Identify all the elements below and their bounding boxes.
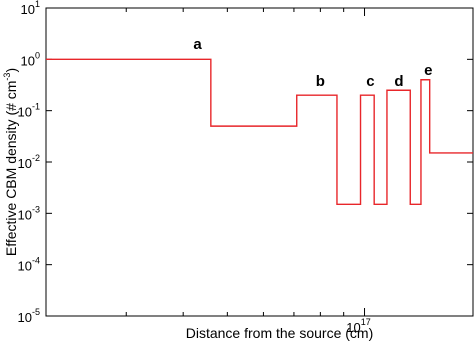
x-tick-label: 1017: [346, 317, 370, 335]
annotation: a: [193, 36, 202, 53]
annotation: d: [394, 73, 403, 90]
y-axis-label-sup: -3: [2, 73, 12, 81]
y-tick-exponent: 0: [35, 50, 40, 60]
y-tick-base: 10: [21, 53, 35, 68]
y-tick-label: 10-4: [18, 256, 40, 274]
plot-frame: [45, 7, 474, 317]
step-line: [46, 58, 473, 205]
y-tick-label: 101: [21, 0, 40, 17]
y-tick-label: 10-3: [18, 204, 40, 222]
x-tick-exponent: 17: [361, 317, 371, 327]
y-tick-exponent: -4: [32, 256, 40, 266]
y-tick-exponent: -2: [32, 153, 40, 163]
y-tick-exponent: -1: [32, 102, 40, 112]
x-tick-base: 10: [346, 320, 360, 335]
y-tick-label: 10-5: [18, 307, 40, 325]
y-tick-base: 10: [21, 2, 35, 17]
annotation: c: [366, 73, 374, 90]
y-tick-label: 100: [21, 50, 40, 68]
y-tick-exponent: -5: [32, 307, 40, 317]
y-tick-exponent: -3: [32, 204, 40, 214]
y-tick-label: 10-1: [18, 102, 40, 120]
y-axis-label-text: Effective CBM density (# cm: [3, 81, 19, 257]
y-tick-base: 10: [18, 259, 32, 274]
y-tick-base: 10: [18, 156, 32, 171]
y-tick-base: 10: [18, 310, 32, 325]
y-axis-label-after: ): [3, 68, 19, 73]
y-tick-label: 10-2: [18, 153, 40, 171]
y-tick-base: 10: [18, 207, 32, 222]
annotation: e: [424, 62, 432, 79]
x-axis-label: Distance from the source (cm): [186, 325, 374, 341]
y-tick-exponent: 1: [35, 0, 40, 9]
y-axis-label: Effective CBM density (# cm-3): [2, 68, 19, 256]
annotation: b: [316, 73, 325, 90]
y-tick-base: 10: [18, 105, 32, 120]
